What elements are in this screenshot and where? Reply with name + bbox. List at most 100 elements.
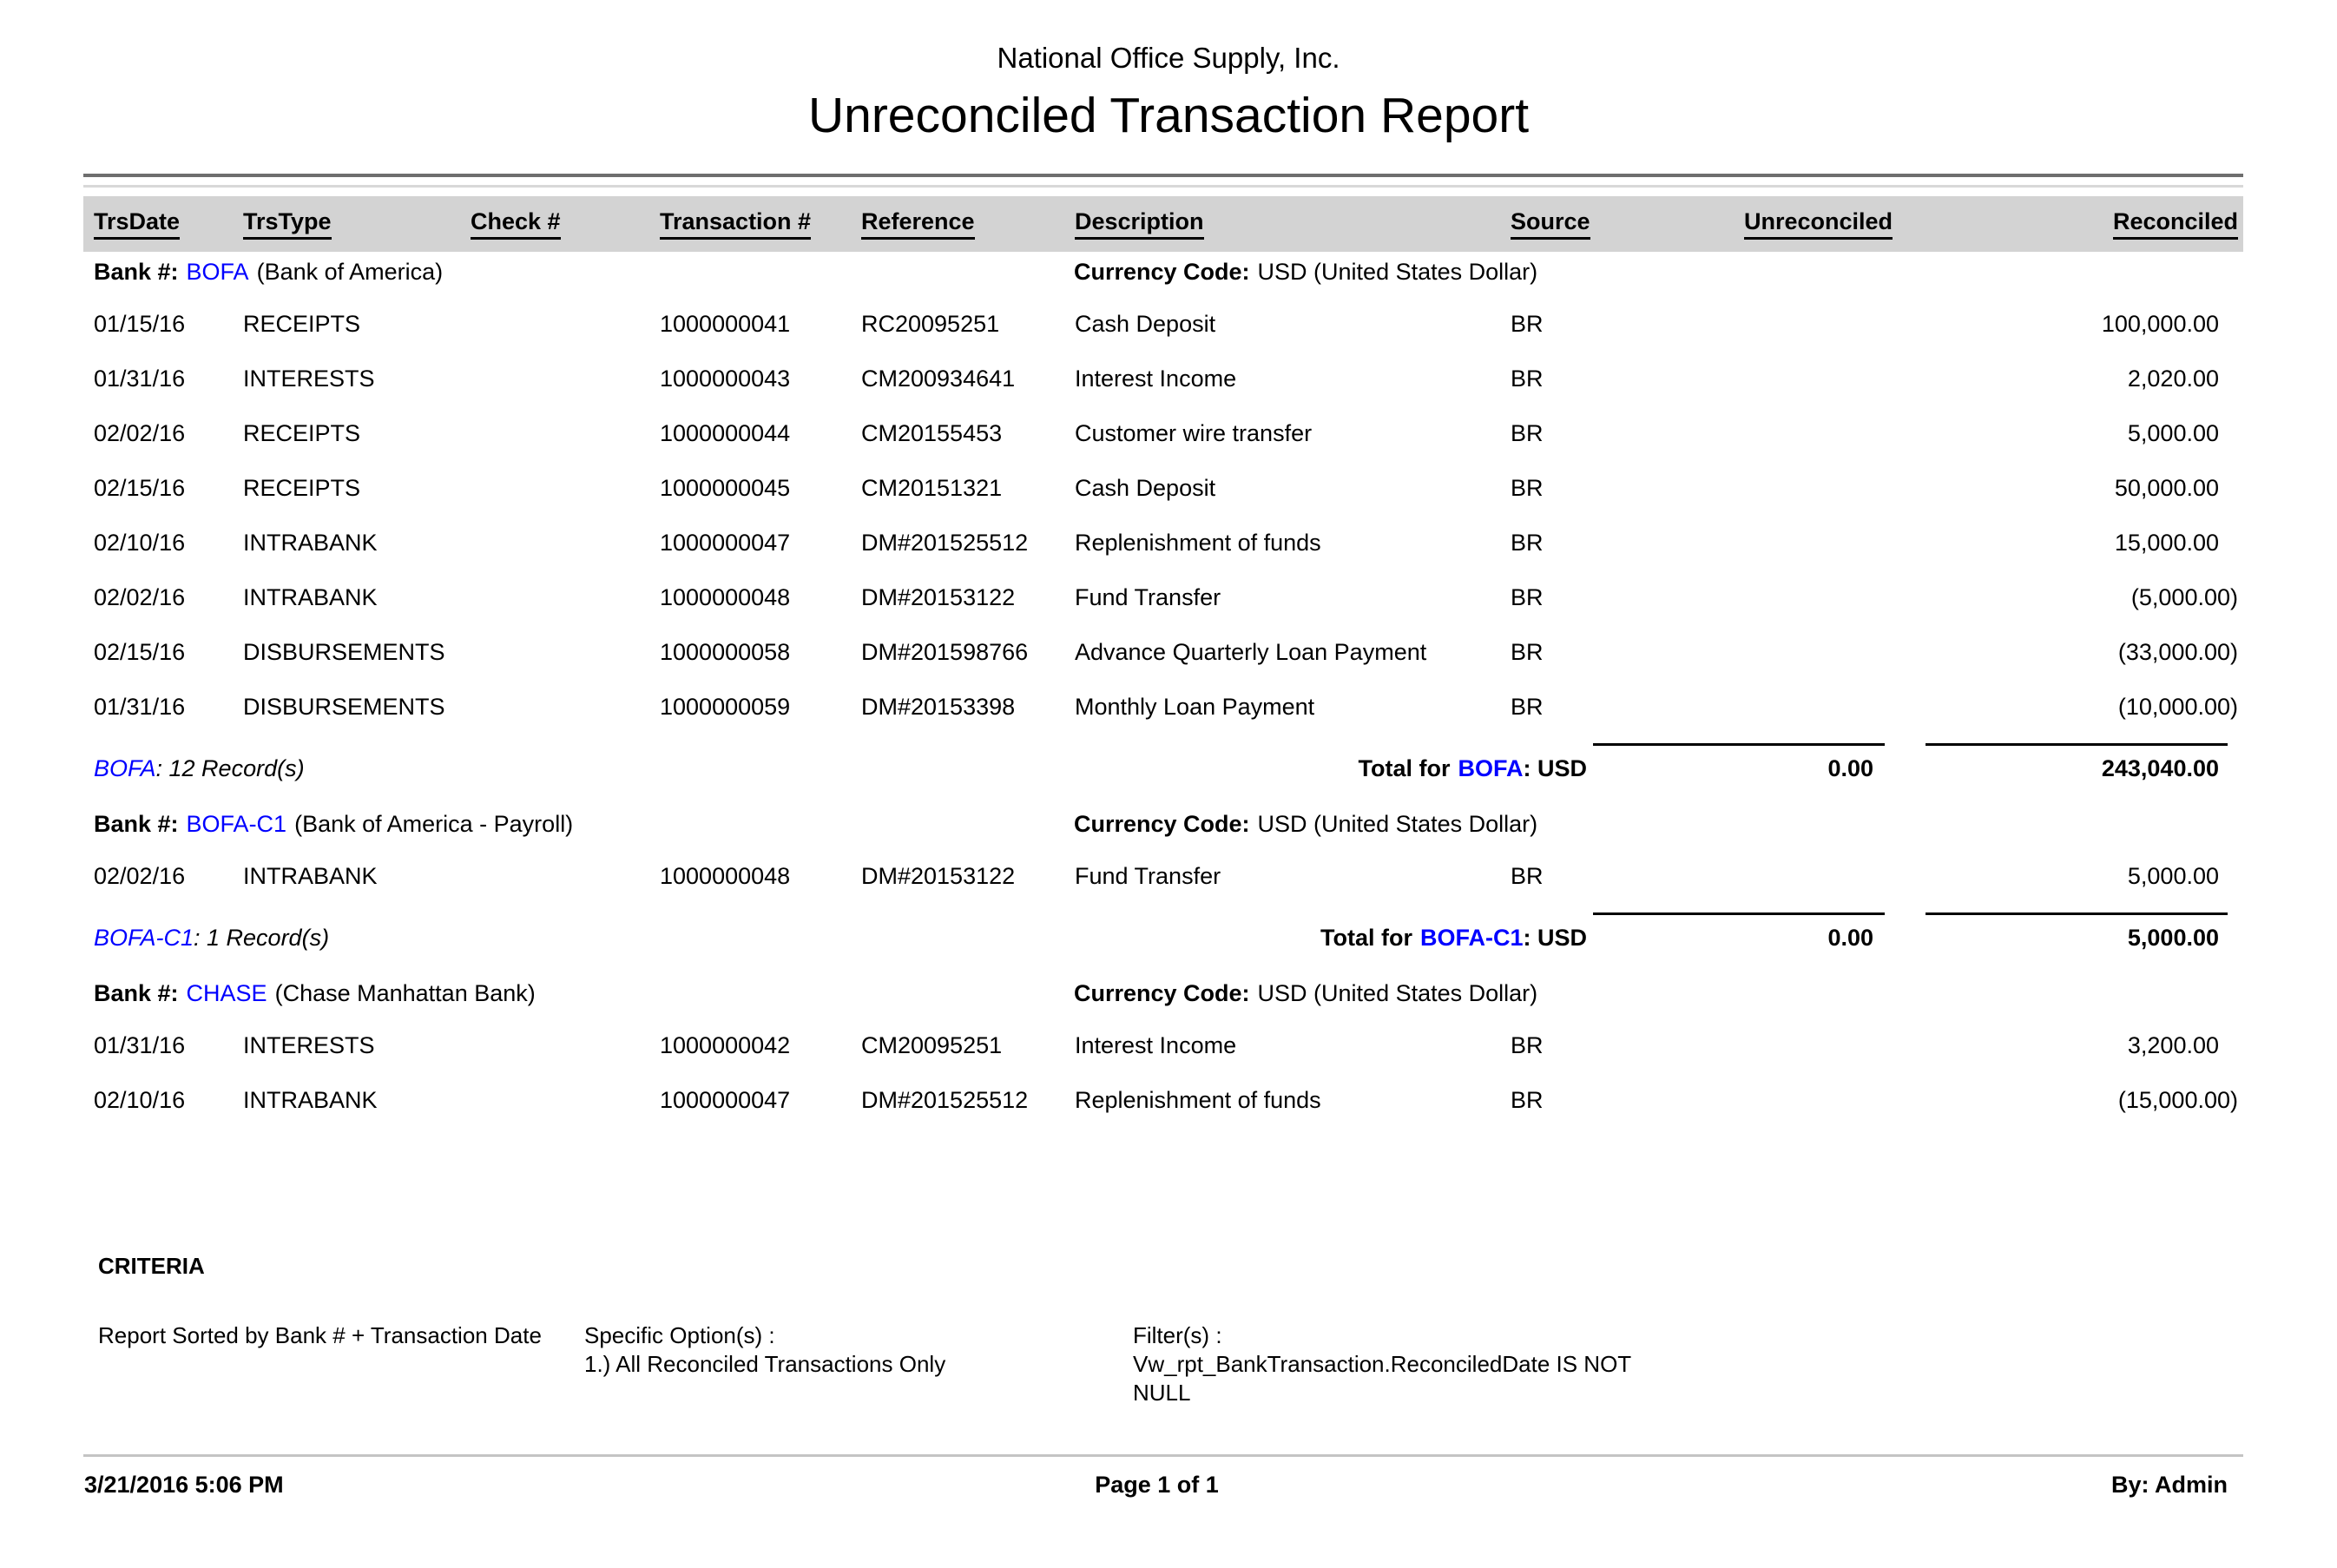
bank-code-link[interactable]: BOFA-C1 bbox=[1419, 925, 1524, 951]
footer-author: By: Admin bbox=[2110, 1472, 2228, 1498]
cell-transaction: 1000000047 bbox=[660, 1087, 791, 1113]
cell-reference: CM20151321 bbox=[861, 475, 1003, 501]
total-unreconciled: 0.00 bbox=[1827, 755, 1873, 781]
bank-code-link[interactable]: BOFA-C1 bbox=[186, 811, 287, 837]
cell-reference: DM#201525512 bbox=[861, 1087, 1029, 1113]
cell-trsdate: 01/31/16 bbox=[94, 366, 186, 392]
cell-source: BR bbox=[1511, 863, 1544, 889]
cell-trstype: INTERESTS bbox=[243, 1032, 375, 1058]
cell-check bbox=[460, 530, 649, 579]
cell-reconciled: (33,000.00) bbox=[2117, 639, 2238, 665]
cell-check bbox=[460, 584, 649, 634]
cell-transaction: 1000000044 bbox=[660, 420, 791, 446]
cell-unreconciled bbox=[1674, 530, 1913, 579]
cell-source: BR bbox=[1511, 420, 1544, 446]
bank-group-header: Bank #: BOFA-C1 (Bank of America - Payroll… bbox=[83, 804, 2243, 858]
cell-reference: DM#20153122 bbox=[861, 863, 1016, 889]
cell-transaction: 1000000048 bbox=[660, 584, 791, 610]
cell-trstype: RECEIPTS bbox=[243, 420, 361, 446]
bank-name: (Chase Manhattan Bank) bbox=[274, 980, 536, 1006]
cell-description: Advance Quarterly Loan Payment bbox=[1075, 639, 1427, 665]
cell-description: Interest Income bbox=[1075, 1032, 1237, 1058]
criteria-option-item: 1.) All Reconciled Transactions Only bbox=[584, 1351, 946, 1377]
bank-code-link[interactable]: BOFA-C1 bbox=[94, 925, 194, 951]
cell-reconciled: 3,200.00 bbox=[2127, 1032, 2219, 1058]
transaction-table: TrsDate TrsType Check # Transaction # Re… bbox=[83, 196, 2243, 1136]
cell-reconciled: 5,000.00 bbox=[2127, 863, 2219, 889]
criteria-filter-item: Vw_rpt_BankTransaction.ReconciledDate IS… bbox=[1133, 1351, 1631, 1406]
cell-unreconciled bbox=[1674, 311, 1913, 360]
unreconciled-total-rule bbox=[1593, 743, 1885, 746]
bank-code-link[interactable]: BOFA bbox=[1458, 755, 1524, 781]
cell-description: Customer wire transfer bbox=[1075, 420, 1313, 446]
bank-code-link[interactable]: BOFA bbox=[186, 259, 249, 285]
cell-trsdate: 02/10/16 bbox=[94, 1087, 186, 1113]
table-row: 01/31/16 DISBURSEMENTS 1000000059 DM#201… bbox=[83, 688, 2243, 743]
cell-transaction: 1000000047 bbox=[660, 530, 791, 556]
criteria-filters: Filter(s) : Vw_rpt_BankTransaction.Recon… bbox=[1133, 1321, 1654, 1407]
cell-reference: DM#20153122 bbox=[861, 584, 1016, 610]
cell-source: BR bbox=[1511, 530, 1544, 556]
cell-reconciled: 2,020.00 bbox=[2127, 366, 2219, 392]
cell-source: BR bbox=[1511, 584, 1544, 610]
criteria-heading: CRITERIA bbox=[98, 1253, 205, 1279]
cell-description: Fund Transfer bbox=[1075, 584, 1221, 610]
cell-unreconciled bbox=[1674, 475, 1913, 524]
currency-line: Currency Code: USD (United States Dollar) bbox=[1074, 811, 2243, 858]
bank-number-line: Bank #: BOFA-C1 (Bank of America - Payroll… bbox=[83, 811, 1074, 858]
total-reconciled: 243,040.00 bbox=[2101, 755, 2219, 781]
column-header-transaction: Transaction # bbox=[649, 208, 851, 240]
cell-source: BR bbox=[1511, 311, 1544, 337]
currency-value: USD (United States Dollar) bbox=[1257, 811, 1538, 837]
column-header-reference: Reference bbox=[851, 208, 1064, 240]
cell-source: BR bbox=[1511, 639, 1544, 665]
table-row: 02/02/16 RECEIPTS 1000000044 CM20155453 … bbox=[83, 415, 2243, 470]
criteria-options-label: Specific Option(s) : bbox=[584, 1322, 775, 1348]
criteria-options: Specific Option(s) : 1.) All Reconciled … bbox=[584, 1321, 1122, 1379]
table-row: 01/31/16 INTERESTS 1000000042 CM20095251… bbox=[83, 1027, 2243, 1082]
cell-unreconciled bbox=[1674, 420, 1913, 470]
cell-trsdate: 01/31/16 bbox=[94, 1032, 186, 1058]
table-row: 02/10/16 INTRABANK 1000000047 DM#2015255… bbox=[83, 1082, 2243, 1136]
currency-label: Currency Code: bbox=[1074, 811, 1250, 837]
cell-trstype: DISBURSEMENTS bbox=[243, 639, 445, 665]
page-footer: 3/21/2016 5:06 PM Page 1 of 1 By: Admin bbox=[83, 1472, 2243, 1499]
cell-unreconciled bbox=[1674, 694, 1913, 743]
bank-code-link[interactable]: BOFA bbox=[94, 755, 156, 781]
cell-unreconciled bbox=[1674, 1032, 1913, 1082]
cell-trsdate: 01/31/16 bbox=[94, 694, 186, 720]
cell-trstype: RECEIPTS bbox=[243, 475, 361, 501]
total-rule-row bbox=[83, 743, 2243, 754]
cell-trsdate: 02/10/16 bbox=[94, 530, 186, 556]
currency-value: USD (United States Dollar) bbox=[1257, 259, 1538, 285]
bank-code-link[interactable]: CHASE bbox=[186, 980, 267, 1006]
cell-trsdate: 02/02/16 bbox=[94, 584, 186, 610]
cell-trstype: DISBURSEMENTS bbox=[243, 694, 445, 720]
cell-check bbox=[460, 639, 649, 688]
cell-trstype: INTRABANK bbox=[243, 584, 378, 610]
criteria-filters-label: Filter(s) : bbox=[1133, 1322, 1222, 1348]
cell-unreconciled bbox=[1674, 366, 1913, 415]
total-rule-row bbox=[83, 912, 2243, 923]
bank-label: Bank #: bbox=[94, 259, 179, 285]
criteria-sort: Report Sorted by Bank # + Transaction Da… bbox=[98, 1322, 542, 1348]
bank-total-row: BOFA-C1: 1 Record(s) Total for BOFA-C1: U… bbox=[83, 923, 2243, 973]
column-header-check: Check # bbox=[460, 208, 649, 240]
cell-trsdate: 02/15/16 bbox=[94, 475, 186, 501]
footer-page-number: Page 1 of 1 bbox=[1095, 1472, 1219, 1498]
cell-reconciled: 100,000.00 bbox=[2101, 311, 2219, 337]
currency-line: Currency Code: USD (United States Dollar) bbox=[1074, 259, 2243, 306]
table-row: 02/02/16 INTRABANK 1000000048 DM#2015312… bbox=[83, 579, 2243, 634]
currency-label: Currency Code: bbox=[1074, 980, 1250, 1006]
cell-description: Fund Transfer bbox=[1075, 863, 1221, 889]
bank-number-line: Bank #: BOFA (Bank of America) bbox=[83, 259, 1074, 306]
reconciled-total-rule bbox=[1926, 743, 2228, 746]
cell-transaction: 1000000048 bbox=[660, 863, 791, 889]
total-reconciled: 5,000.00 bbox=[2127, 925, 2219, 951]
cell-check bbox=[460, 1087, 649, 1136]
cell-unreconciled bbox=[1674, 863, 1913, 912]
table-row: 02/15/16 DISBURSEMENTS 1000000058 DM#201… bbox=[83, 634, 2243, 688]
cell-transaction: 1000000059 bbox=[660, 694, 791, 720]
cell-description: Replenishment of funds bbox=[1075, 530, 1321, 556]
